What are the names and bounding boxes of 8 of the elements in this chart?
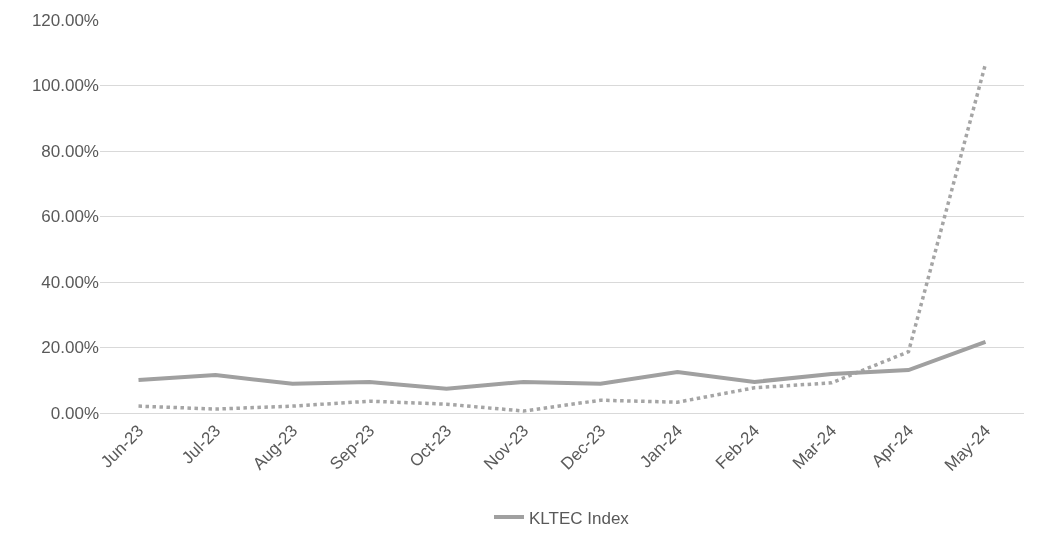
y-tick-label: 60.00% (41, 207, 99, 227)
y-tick-label: 20.00% (41, 338, 99, 358)
legend-label: KLTEC Index (529, 508, 630, 528)
y-tick-label: 100.00% (31, 76, 99, 96)
y-tick-label: 0.00% (50, 403, 99, 423)
y-tick-label: 80.00% (41, 141, 99, 161)
y-tick-label: 40.00% (41, 272, 99, 292)
y-tick-label: 120.00% (31, 10, 99, 30)
